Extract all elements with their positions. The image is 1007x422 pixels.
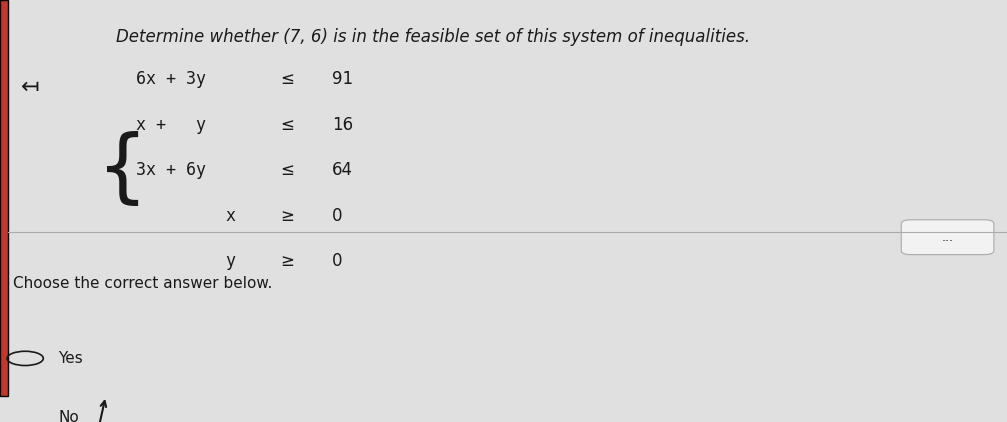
Text: {: { (98, 131, 148, 209)
Text: x +   y: x + y (136, 116, 206, 134)
Text: ≥: ≥ (280, 207, 294, 225)
Text: ≤: ≤ (280, 70, 294, 88)
Text: 0: 0 (332, 207, 342, 225)
FancyBboxPatch shape (0, 0, 8, 396)
Text: ↤: ↤ (21, 77, 39, 97)
Text: Determine whether (7, 6) is in the feasible set of this system of inequalities.: Determine whether (7, 6) is in the feasi… (116, 28, 750, 46)
Text: x: x (136, 207, 236, 225)
FancyBboxPatch shape (901, 220, 994, 254)
Text: 64: 64 (332, 161, 353, 179)
Text: y: y (136, 252, 236, 271)
Text: ≤: ≤ (280, 116, 294, 134)
Text: 3x + 6y: 3x + 6y (136, 161, 206, 179)
Text: ...: ... (942, 231, 954, 244)
Text: 6x + 3y: 6x + 3y (136, 70, 206, 88)
Text: 91: 91 (332, 70, 353, 88)
Text: Choose the correct answer below.: Choose the correct answer below. (13, 276, 273, 291)
Text: ≤: ≤ (280, 161, 294, 179)
Text: Yes: Yes (58, 351, 84, 366)
Text: No: No (58, 410, 80, 422)
Text: 0: 0 (332, 252, 342, 271)
Text: 16: 16 (332, 116, 353, 134)
Text: ≥: ≥ (280, 252, 294, 271)
